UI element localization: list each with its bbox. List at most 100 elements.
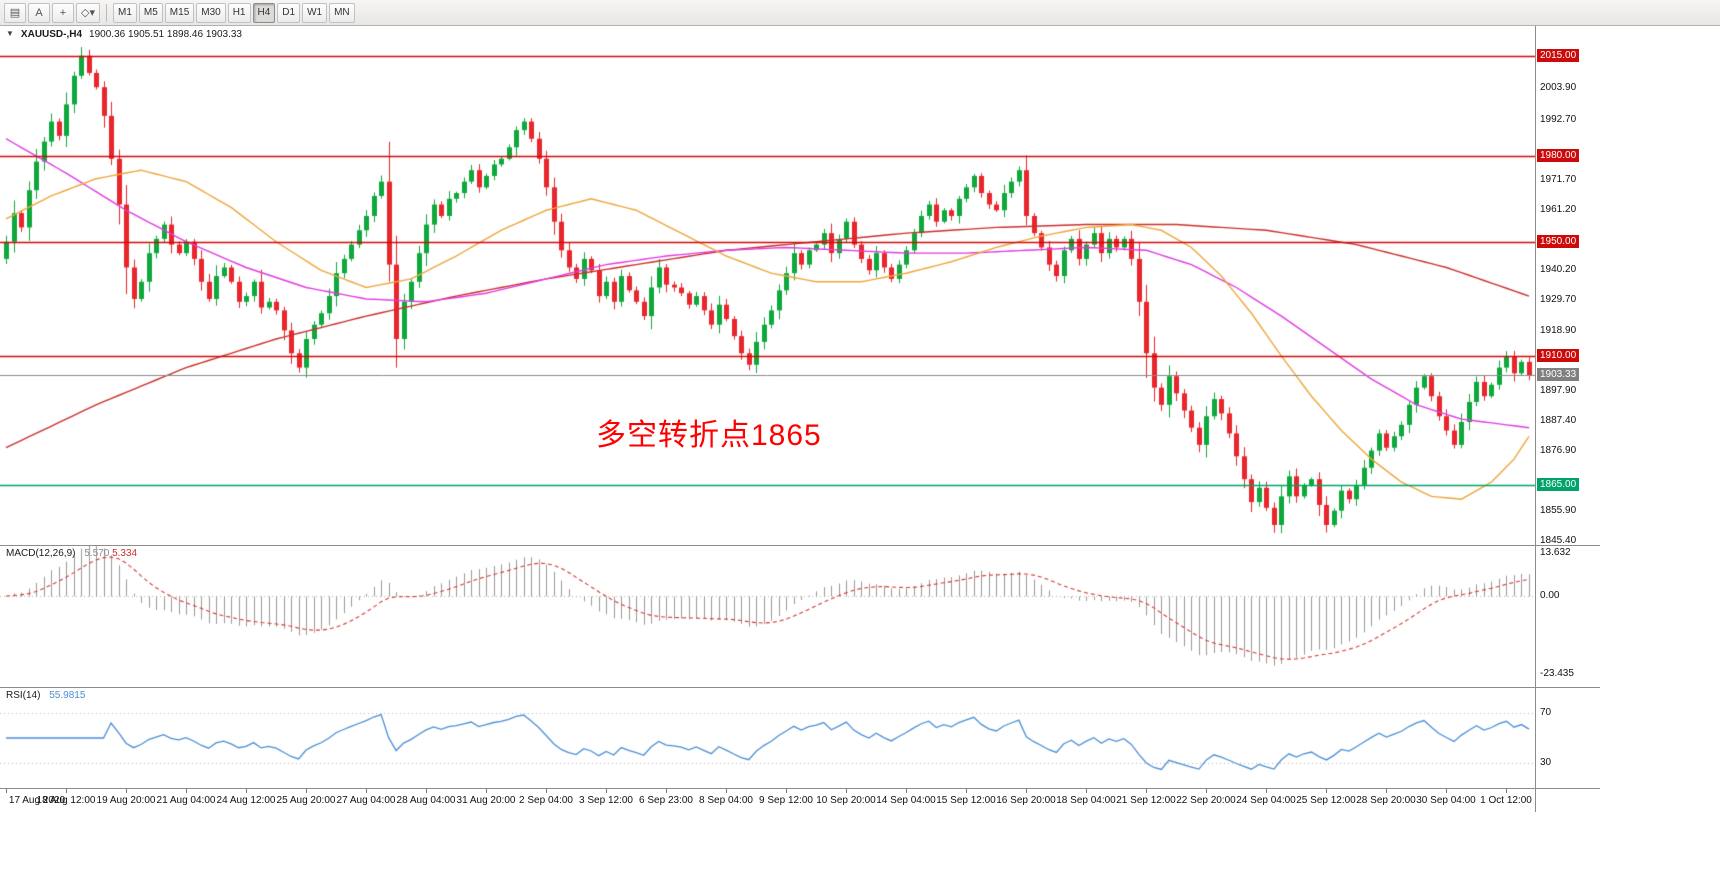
time-axis-tick — [1266, 789, 1267, 793]
time-axis-tick — [1506, 789, 1507, 793]
time-axis-label: 31 Aug 20:00 — [456, 795, 516, 806]
time-axis-label: 10 Sep 20:00 — [816, 795, 876, 806]
crosshair-icon: + — [59, 6, 67, 19]
price-level-badge: 1903.33 — [1537, 368, 1580, 382]
time-axis-tick — [126, 789, 127, 793]
time-axis-label: 1 Oct 12:00 — [1480, 795, 1532, 806]
time-axis-label: 30 Sep 04:00 — [1416, 795, 1476, 806]
top-toolbar: ▤ A + ◇▾ M1 M5 M15 M30 H1 H4 D1 W1 MN — [0, 0, 1720, 26]
time-axis-tick — [6, 789, 7, 793]
timeframe-button-m30[interactable]: M30 — [196, 2, 226, 23]
timeframe-button-w1[interactable]: W1 — [302, 2, 328, 23]
timeframe-toolbar: M1 M5 M15 M30 H1 H4 D1 W1 MN — [112, 2, 356, 23]
time-axis-label: 21 Sep 12:00 — [1116, 795, 1176, 806]
macd-main-value: 5.570 — [84, 548, 110, 559]
time-axis-label: 17 Aug 2020 — [8, 795, 66, 806]
price-axis-label: 1887.40 — [1540, 414, 1577, 426]
time-axis-label: 15 Sep 12:00 — [936, 795, 996, 806]
time-axis-tick — [246, 789, 247, 793]
time-axis-tick — [1146, 789, 1147, 793]
time-axis-tick — [966, 789, 967, 793]
time-axis-tick — [426, 789, 427, 793]
time-axis-label: 16 Sep 20:00 — [996, 795, 1056, 806]
price-level-badge: 1980.00 — [1537, 148, 1580, 162]
time-axis-tick — [1326, 789, 1327, 793]
price-axis-label: 1855.90 — [1540, 504, 1577, 516]
time-axis-tick — [906, 789, 907, 793]
rsi-axis-label: 70 — [1540, 707, 1552, 718]
timeframe-button-m15[interactable]: M15 — [164, 2, 195, 23]
price-axis-label: 1929.70 — [1540, 293, 1577, 305]
time-axis-line — [0, 788, 1600, 789]
price-axis-label: 1961.20 — [1540, 203, 1577, 215]
macd-axis-label: 13.632 — [1540, 547, 1571, 558]
macd-panel-canvas[interactable] — [0, 546, 1535, 686]
time-axis-tick — [1086, 789, 1087, 793]
time-axis-tick — [546, 789, 547, 793]
time-axis-label: 24 Aug 12:00 — [216, 795, 276, 806]
time-axis-tick — [606, 789, 607, 793]
toolbar-icon-group: ▤ A + ◇▾ — [3, 2, 101, 23]
panel-separator-macd[interactable] — [0, 545, 1600, 546]
timeframe-button-m1[interactable]: M1 — [112, 2, 137, 23]
panel-separator-rsi[interactable] — [0, 687, 1600, 688]
price-level-badge: 2015.00 — [1537, 48, 1580, 62]
time-axis-label: 28 Aug 04:00 — [396, 795, 456, 806]
cursor-mode-button[interactable]: A — [28, 2, 50, 23]
rsi-axis-label: 30 — [1540, 757, 1552, 768]
time-axis-tick — [1446, 789, 1447, 793]
crosshair-button[interactable]: + — [52, 2, 74, 23]
time-axis-label: 25 Aug 20:00 — [276, 795, 336, 806]
time-axis-label: 18 Aug 12:00 — [36, 795, 96, 806]
price-level-badge: 1950.00 — [1537, 234, 1580, 248]
price-scale-separator — [1535, 26, 1536, 812]
rsi-panel-canvas[interactable] — [0, 688, 1535, 788]
macd-axis-label: 0.00 — [1540, 590, 1560, 601]
timeframe-button-mn[interactable]: MN — [329, 2, 355, 23]
price-axis-label: 1845.40 — [1540, 534, 1577, 546]
chart-list-button[interactable]: ▤ — [4, 2, 26, 23]
time-axis-tick — [66, 789, 67, 793]
time-axis-label: 18 Sep 04:00 — [1056, 795, 1116, 806]
time-axis-label: 27 Aug 04:00 — [336, 795, 396, 806]
time-axis-label: 25 Sep 12:00 — [1296, 795, 1356, 806]
time-axis-label: 21 Aug 04:00 — [156, 795, 216, 806]
price-axis-label: 1876.90 — [1540, 444, 1577, 456]
time-axis-label: 22 Sep 20:00 — [1176, 795, 1236, 806]
collapse-arrow-icon[interactable]: ▼ — [6, 29, 14, 38]
price-axis-label: 2003.90 — [1540, 81, 1577, 93]
timeframe-button-h1[interactable]: H1 — [227, 2, 251, 23]
timeframe-button-d1[interactable]: D1 — [277, 2, 301, 23]
symbol-bar: ▼ XAUUSD-,H4 1900.36 1905.51 1898.46 190… — [6, 29, 242, 40]
price-axis-label: 1918.90 — [1540, 324, 1577, 336]
price-axis-label: 1940.20 — [1540, 263, 1577, 275]
time-axis-label: 14 Sep 04:00 — [876, 795, 936, 806]
time-axis-tick — [486, 789, 487, 793]
ohlc-readout: 1900.36 1905.51 1898.46 1903.33 — [89, 29, 242, 40]
time-axis-tick — [1386, 789, 1387, 793]
time-axis-tick — [306, 789, 307, 793]
price-level-badge: 1865.00 — [1537, 477, 1580, 491]
time-axis-tick — [846, 789, 847, 793]
macd-axis-label: -23.435 — [1540, 668, 1574, 680]
rsi-name: RSI(14) — [6, 690, 41, 701]
time-axis-tick — [726, 789, 727, 793]
chart-annotation-text[interactable]: 多空转折点1865 — [596, 419, 822, 452]
timeframe-button-m5[interactable]: M5 — [138, 2, 163, 23]
price-chart-canvas[interactable] — [0, 30, 1535, 545]
symbol-timeframe-label: XAUUSD-,H4 — [20, 29, 83, 40]
chart-window[interactable]: ▼ XAUUSD-,H4 1900.36 1905.51 1898.46 190… — [0, 26, 1600, 812]
timeframe-button-h4[interactable]: H4 — [252, 2, 276, 23]
time-axis-label: 19 Aug 20:00 — [96, 795, 156, 806]
toolbar-separator — [105, 3, 107, 22]
time-axis-tick — [1206, 789, 1207, 793]
macd-signal-value: 5.334 — [112, 548, 138, 559]
time-axis-tick — [366, 789, 367, 793]
time-axis-label: 3 Sep 12:00 — [579, 795, 633, 806]
time-axis-label: 8 Sep 04:00 — [699, 795, 753, 806]
rsi-indicator-label: RSI(14) 55.9815 — [6, 690, 85, 701]
draw-objects-button[interactable]: ◇▾ — [76, 2, 100, 23]
time-axis-label: 28 Sep 20:00 — [1356, 795, 1416, 806]
time-axis-tick — [1026, 789, 1027, 793]
